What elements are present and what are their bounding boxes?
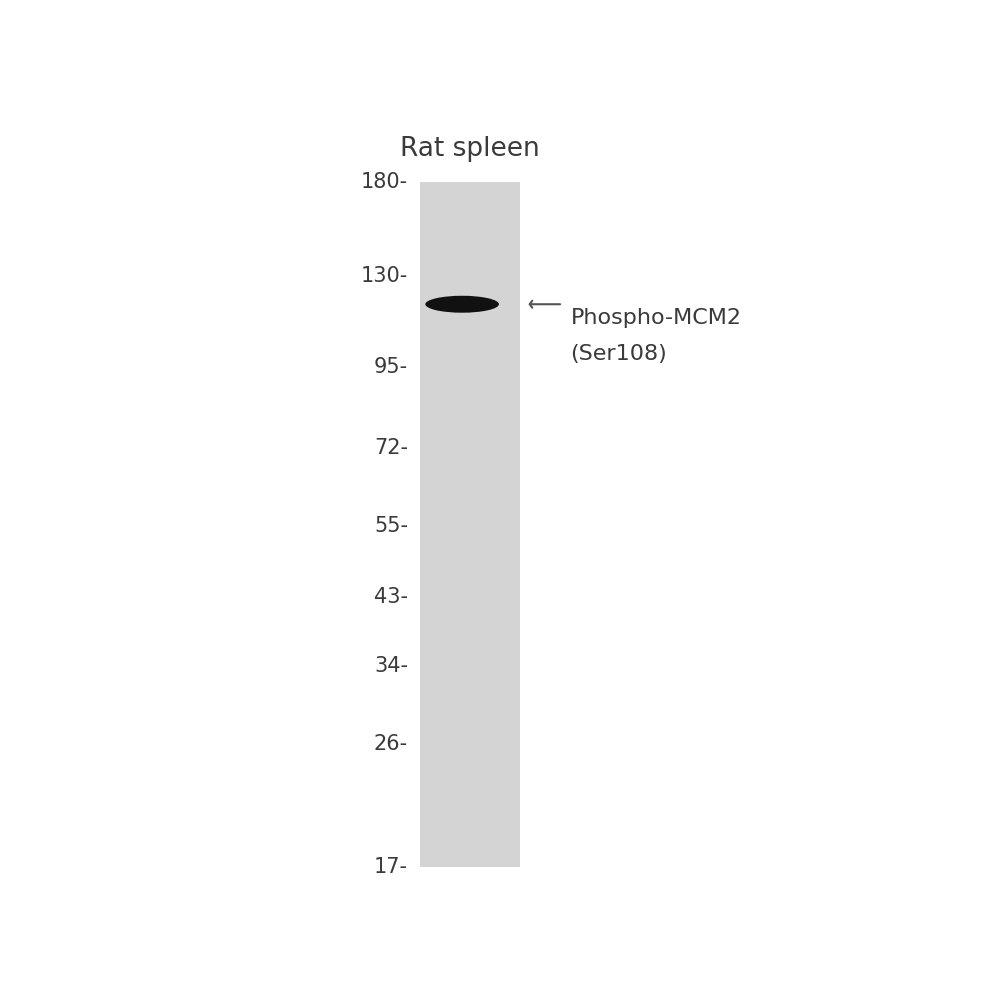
Text: 180-: 180- bbox=[361, 172, 408, 192]
Text: (Ser108): (Ser108) bbox=[571, 344, 667, 364]
Text: 130-: 130- bbox=[361, 266, 408, 286]
Bar bbox=[420, 182, 520, 867]
Text: Phospho-MCM2: Phospho-MCM2 bbox=[571, 308, 742, 328]
Text: 55-: 55- bbox=[374, 516, 408, 536]
Text: 34-: 34- bbox=[374, 656, 408, 676]
Text: Rat spleen: Rat spleen bbox=[400, 136, 540, 162]
Text: 95-: 95- bbox=[374, 357, 408, 377]
Text: 72-: 72- bbox=[374, 438, 408, 458]
Text: 43-: 43- bbox=[374, 587, 408, 607]
Text: 26-: 26- bbox=[374, 734, 408, 754]
Ellipse shape bbox=[425, 296, 499, 313]
Text: 17-: 17- bbox=[374, 857, 408, 877]
